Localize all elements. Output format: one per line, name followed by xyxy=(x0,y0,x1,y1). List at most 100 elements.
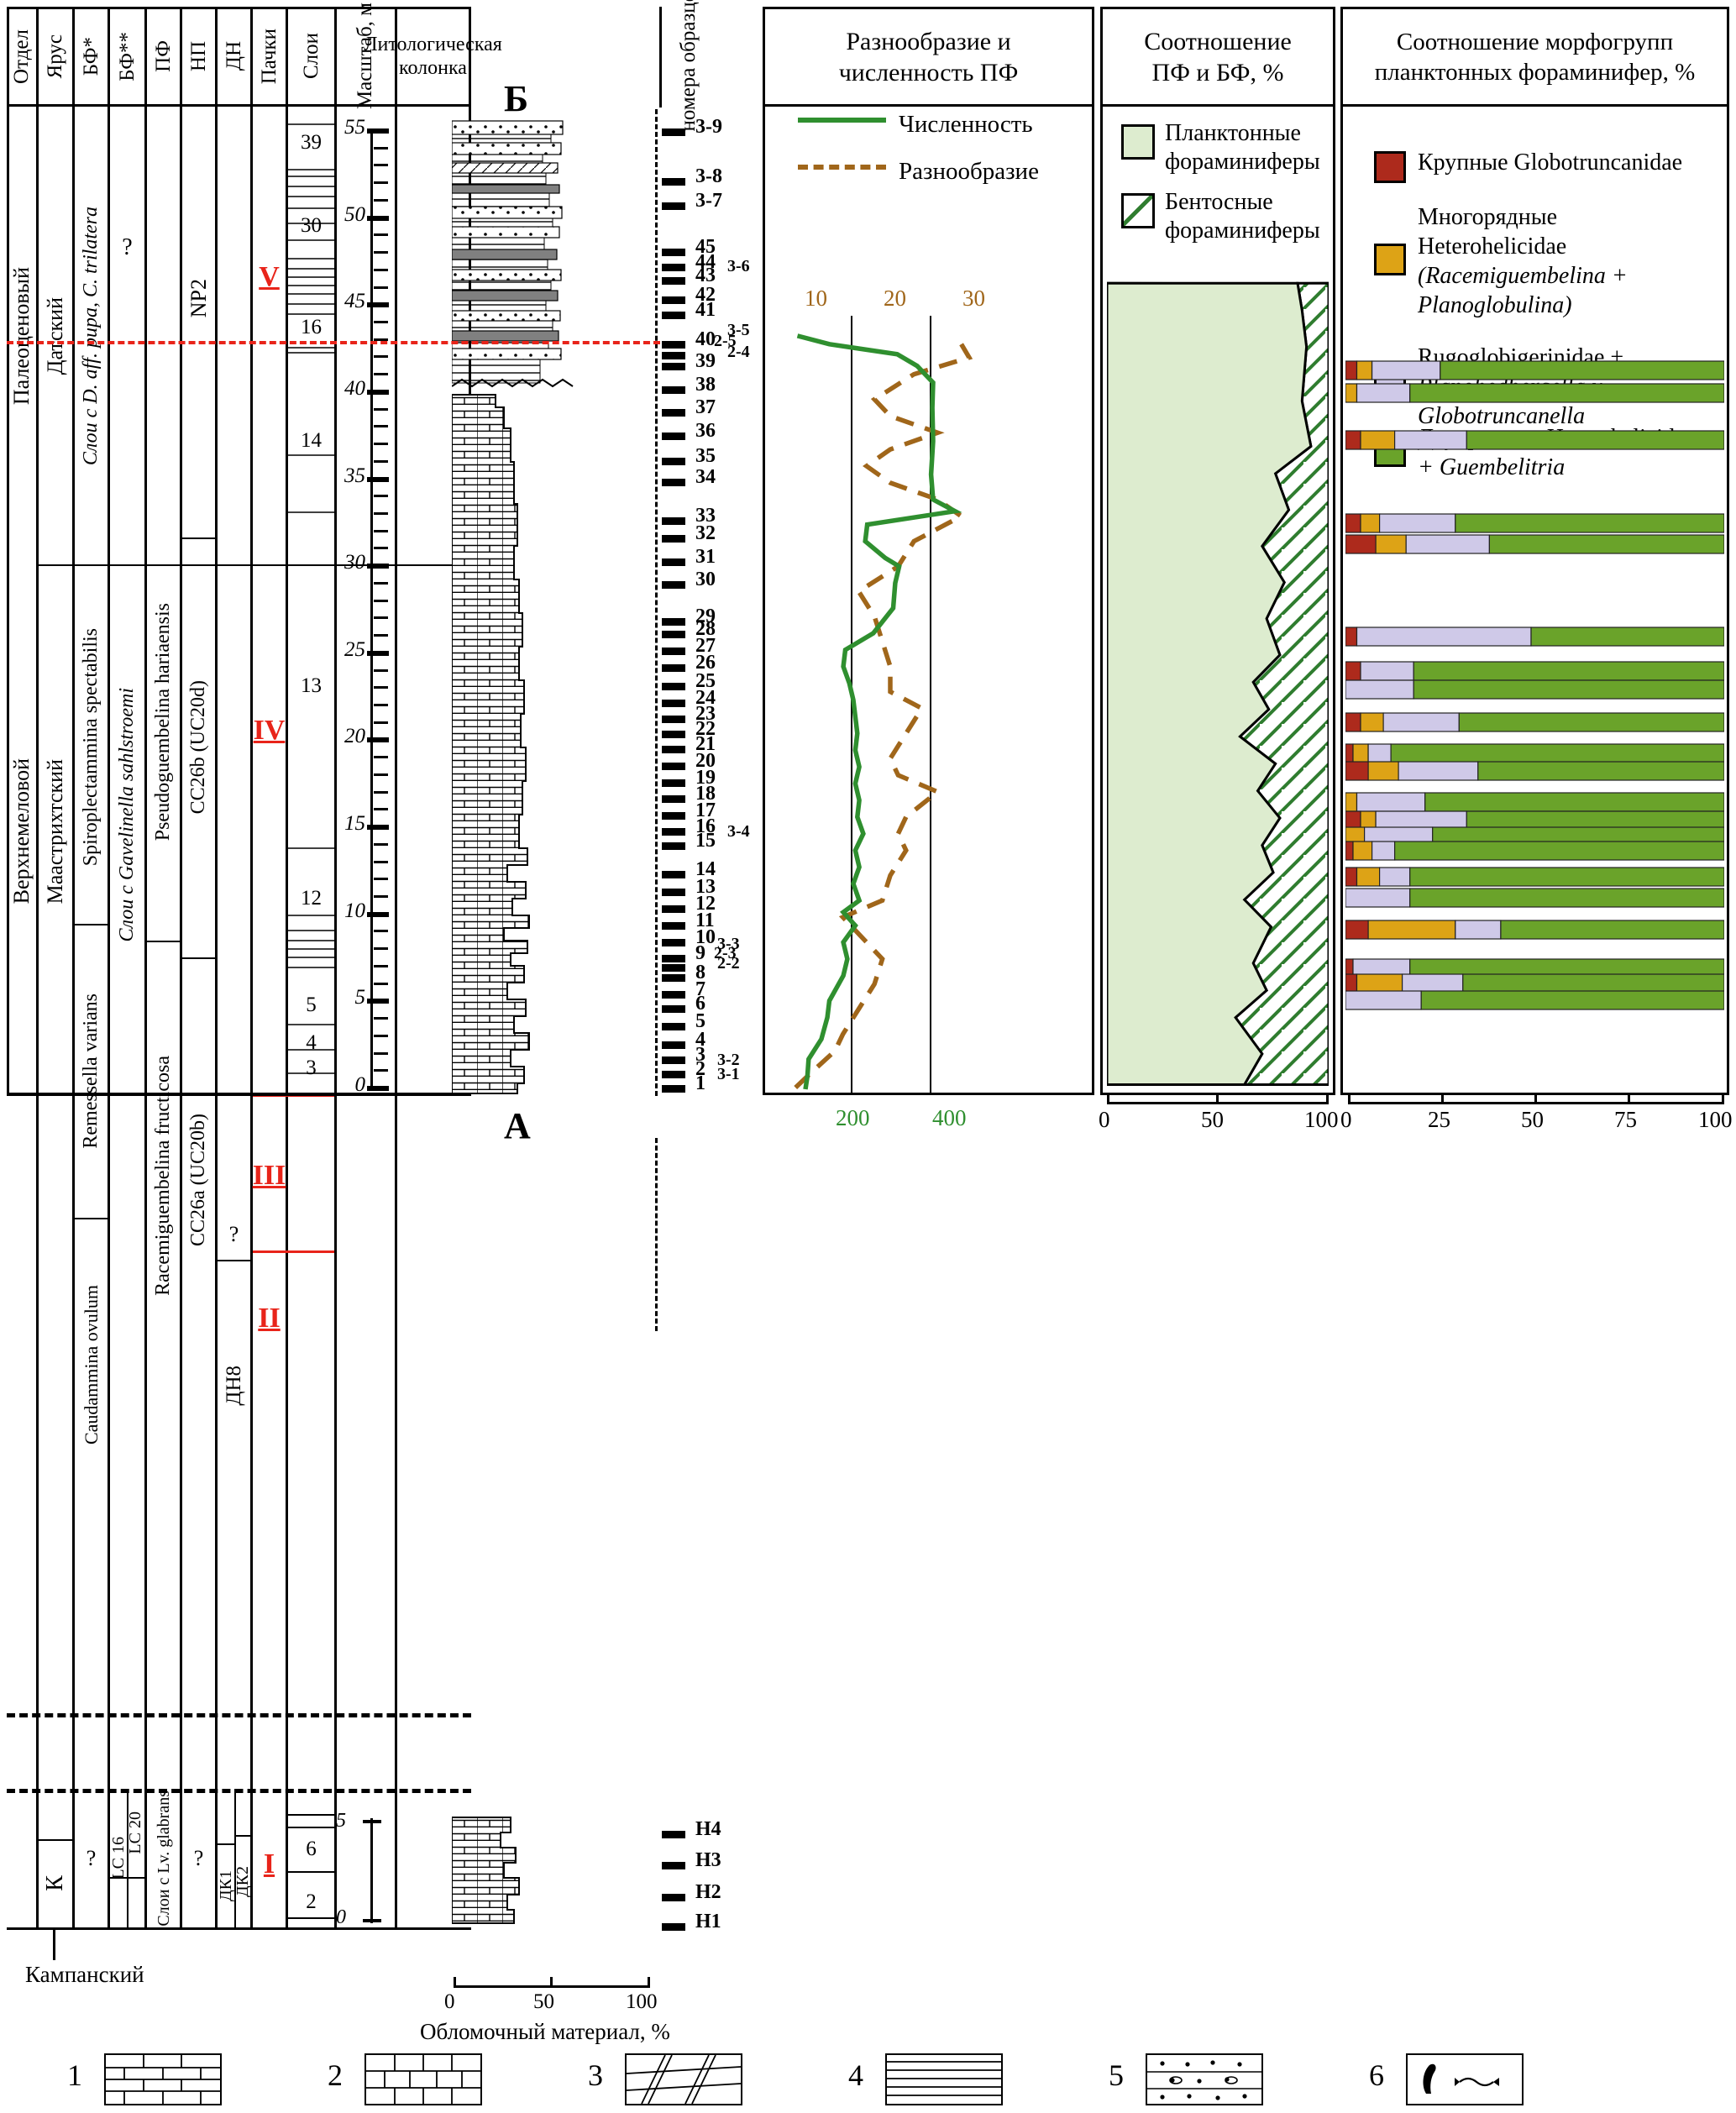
lc-divider-c xyxy=(127,1877,144,1879)
scale-minor-tick xyxy=(374,1069,388,1072)
bf-star-danian-beds: Слои с D. aff. pupa, C. trilatera xyxy=(80,206,102,466)
ratio-tick-0 xyxy=(1107,1095,1109,1104)
morpho-bar-segment xyxy=(1458,712,1724,732)
bf-star-remessella: Remessella varians xyxy=(80,993,102,1149)
scale-tick-label: 50 xyxy=(344,202,365,226)
col-header-yarus: Ярус xyxy=(44,34,66,79)
scale-major-tick xyxy=(367,564,389,569)
morpho-bar-segment xyxy=(1367,743,1392,763)
section-a-sloi-line-2 xyxy=(288,1827,334,1828)
col-div-1 xyxy=(36,7,39,1930)
scale-tick-label: 55 xyxy=(344,116,365,139)
scale-minor-tick xyxy=(374,198,388,202)
ratio-tick-100 xyxy=(1326,1095,1329,1104)
morpho-bar-segment xyxy=(1345,712,1361,732)
bf-star-div-3 xyxy=(75,1218,108,1219)
sample-axis-dashed xyxy=(655,109,658,1096)
scale-minor-tick xyxy=(374,181,388,185)
sample-number: 29 xyxy=(695,606,716,627)
morpho-bar-segment xyxy=(1367,761,1399,781)
np-cc26b: CC26b (UC20d) xyxy=(187,680,209,815)
col-div-9 xyxy=(334,7,337,1930)
scale-minor-tick xyxy=(374,321,388,323)
morpho-bar-segment xyxy=(1488,534,1724,554)
sample-number: 24 xyxy=(695,687,716,709)
pf-div-1 xyxy=(147,941,180,942)
lithology-column-b xyxy=(452,109,662,1096)
scale-tick-label: 20 xyxy=(344,725,365,748)
sample-tick xyxy=(662,779,685,787)
morpho-bar-segment xyxy=(1345,430,1361,450)
sample-number: 35 xyxy=(695,445,716,467)
sample-number: 36 xyxy=(695,420,716,442)
scale-tick-label: 15 xyxy=(344,812,365,836)
morpho-bar-segment xyxy=(1413,661,1724,681)
morpho-label-75: 75 xyxy=(1614,1107,1637,1132)
sample-tick xyxy=(662,922,685,930)
scale-tick-label: 40 xyxy=(344,376,365,400)
section-a-lc20: LC 20 xyxy=(126,1812,144,1854)
sample-number: 45 xyxy=(695,236,716,258)
col-div-12 xyxy=(659,7,662,107)
pf-racemiguembelina: Racemiguembelina fructicosa xyxy=(152,1056,174,1296)
diversity-plot-svg xyxy=(794,333,973,1090)
col-header-dn: ДН xyxy=(222,41,245,71)
morpho-bar-segment xyxy=(1360,661,1414,681)
sample-tick xyxy=(662,1071,685,1078)
bf-star-caudammina: Caudammina ovulum xyxy=(80,1284,102,1445)
np-cc26a: CC26a (UC20b) xyxy=(187,1114,209,1246)
sample-tick xyxy=(662,1056,685,1064)
section-a-scale-5: 5 xyxy=(336,1810,346,1832)
sample-tick xyxy=(662,795,685,803)
sample-axis-dashed-a xyxy=(655,1138,658,1331)
morpho-bar-segment xyxy=(1382,712,1460,732)
dn-div-1 xyxy=(218,1260,250,1261)
scale-minor-tick xyxy=(374,443,388,446)
section-a-dk2: ДК2 xyxy=(233,1865,252,1897)
legend-pattern-number: 3 xyxy=(588,2058,603,2092)
lithology-svg-a xyxy=(452,1817,520,1924)
col-div-10 xyxy=(395,7,397,1930)
morpho-bar-segment xyxy=(1345,513,1361,533)
morpho-bar-segment xyxy=(1345,534,1377,554)
sample-subnumber: 3-6 xyxy=(727,257,750,275)
sample-tick xyxy=(662,352,685,359)
sample-tick xyxy=(662,631,685,638)
panel-diversity-frame xyxy=(763,7,1094,1095)
morpho-bar-segment xyxy=(1345,973,1358,994)
sample-tick xyxy=(662,581,685,589)
sample-tick xyxy=(662,1041,685,1049)
ratio-plot-svg xyxy=(1107,281,1329,1087)
morpho-bar-segment xyxy=(1393,430,1467,450)
sample-number: 8 xyxy=(695,962,705,983)
sample-number: 3 xyxy=(695,1044,705,1066)
otdel-paleocene: Палеоценовый xyxy=(9,266,34,406)
otdel-upper-cretaceous: Верхнемеловой xyxy=(9,758,34,904)
pf-pseudoguembelina: Pseudoguembelina hariaensis xyxy=(152,603,174,842)
morpho-bar-segment xyxy=(1500,920,1724,940)
abundance-line xyxy=(796,333,962,1090)
legend-pattern-swatch-brick-limestone xyxy=(104,2053,222,2105)
sample-tick xyxy=(662,409,685,417)
scale-minor-tick xyxy=(374,581,388,585)
bf-star-spiroplectammina: Spiroplectammina spectabilis xyxy=(80,628,102,867)
scale-major-tick xyxy=(367,302,389,308)
scale-minor-tick xyxy=(374,1051,388,1055)
section-b-bottom-dash xyxy=(7,1713,471,1717)
section-a-dk1: ДК1 xyxy=(216,1869,235,1901)
section-a-scale-0: 0 xyxy=(336,1906,346,1928)
legend-pattern-swatch-fossils xyxy=(1406,2053,1524,2105)
scale-major-tick xyxy=(367,650,389,656)
morpho-bar-segment xyxy=(1420,990,1724,1010)
sample-tick xyxy=(662,871,685,878)
morpho-bar-segment xyxy=(1360,430,1396,450)
bed-13: 13 xyxy=(301,674,322,697)
sample-number: 18 xyxy=(695,783,716,805)
samples-layer: 3-9 3-8 3-7 45 44 43 3-6 42 41 40 3-5 2-5 39 2-4 38 37 3… xyxy=(662,109,763,1109)
sample-tick xyxy=(662,386,685,394)
sample-tick xyxy=(662,700,685,707)
sample-number: 26 xyxy=(695,652,716,674)
diversity-gridline-2 xyxy=(930,316,931,1093)
panel-ratio-header-div xyxy=(1100,104,1335,107)
scale-minor-tick xyxy=(374,1017,388,1020)
